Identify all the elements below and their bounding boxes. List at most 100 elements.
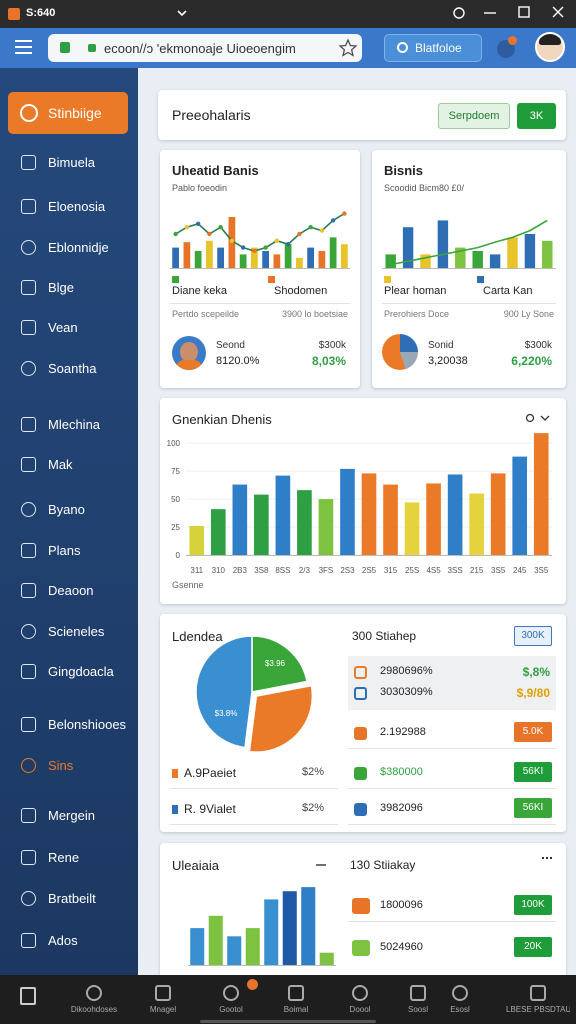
row-badge[interactable]: 56KI	[514, 798, 552, 818]
bar	[318, 499, 334, 555]
legend-label: Carta Kan	[483, 285, 533, 297]
nav-item[interactable]: Dikoohdoses	[62, 979, 126, 1021]
row-icon	[354, 727, 367, 740]
sidebar-item[interactable]: Blge	[0, 276, 138, 300]
bar	[275, 475, 291, 555]
sidebar-icon	[21, 155, 36, 170]
row-text: 3982096	[380, 802, 423, 814]
nav-item[interactable]: Doool	[328, 979, 392, 1021]
x-tick-label: 8SS	[275, 566, 290, 575]
sidebar-icon	[21, 933, 36, 948]
avatar[interactable]	[535, 32, 565, 62]
nav-icon	[452, 985, 468, 1001]
sidebar-label: Belonshiooes	[48, 717, 127, 732]
legend-label: R. 9Vialet	[184, 802, 236, 816]
sidebar-label: Stinbiige	[48, 105, 102, 121]
nav-home-icon[interactable]	[20, 987, 36, 1005]
sidebar-item[interactable]: Byano	[0, 498, 138, 522]
sidebar-item[interactable]: Mergein	[0, 804, 138, 828]
bar	[183, 242, 191, 268]
bar	[262, 251, 269, 268]
app-icon	[8, 8, 20, 20]
footer-text: 900 Ly Sone	[503, 309, 554, 319]
line-point	[184, 225, 190, 230]
line-point	[229, 238, 235, 243]
more-icon	[542, 857, 552, 867]
nav-label: Esosl	[450, 1005, 470, 1014]
filled-button[interactable]: 3K	[517, 103, 556, 129]
sidebar-icon	[21, 240, 36, 255]
bar	[329, 237, 337, 268]
bar	[251, 247, 258, 268]
nav-item[interactable]: Soosl	[386, 979, 450, 1021]
settings-icon	[525, 413, 535, 423]
sidebar-item[interactable]: Bratbeilt	[0, 887, 138, 911]
sidebar-item[interactable]: Bimuela	[0, 151, 138, 175]
row-badge[interactable]: 100K	[514, 895, 552, 915]
bar	[447, 474, 463, 555]
row-badge[interactable]: 20K	[514, 937, 552, 957]
sidebar-item[interactable]: Ados	[0, 929, 138, 953]
sidebar-item[interactable]: Gingdoacla	[0, 660, 138, 684]
legend-label: Plear homan	[384, 285, 447, 297]
sidebar-item[interactable]: Mak	[0, 453, 138, 477]
row-badge[interactable]: 56KI	[514, 762, 552, 782]
sidebar-label: Mergein	[48, 808, 95, 823]
sidebar-item[interactable]: Eloenosia	[0, 195, 138, 219]
sidebar-item[interactable]: Mlechina	[0, 413, 138, 437]
y-tick-label: 0	[176, 551, 181, 560]
nav-item[interactable]: Boimal	[264, 979, 328, 1021]
bar	[489, 254, 501, 268]
stat-change: 6,220%	[511, 354, 552, 368]
card-subtitle: Pablo foeodin	[172, 183, 228, 193]
sidebar-label: Soantha	[48, 361, 97, 376]
search-button[interactable]: Blatfoloe	[384, 34, 482, 62]
nav-item[interactable]: Esosl	[428, 979, 492, 1021]
x-tick-label: 315	[384, 566, 398, 575]
divider	[170, 303, 350, 304]
sidebar-item[interactable]: Eblonnidje	[0, 236, 138, 260]
sidebar-item[interactable]: Rene	[0, 846, 138, 870]
sidebar-item[interactable]: Soantha	[0, 357, 138, 381]
sidebar-label: Deaoon	[48, 583, 94, 598]
nav-item[interactable]: LBESE PBSDTAUN	[506, 979, 570, 1021]
sidebar-label: Plans	[48, 543, 81, 558]
sidebar-item[interactable]: Sins	[0, 754, 138, 778]
legend-swatch	[172, 805, 178, 814]
divider	[170, 824, 338, 825]
nav-item[interactable]: Gootol	[199, 979, 263, 1021]
sidebar-item[interactable]: Scieneles	[0, 620, 138, 644]
y-tick-label: 75	[171, 467, 180, 476]
chart	[338, 38, 358, 57]
outline-button[interactable]: Serpdoem	[438, 103, 510, 129]
x-tick-label: 311	[190, 566, 203, 575]
sidebar-item-active[interactable]: Stinbiige	[8, 92, 128, 134]
sidebar-label: Gingdoacla	[48, 664, 114, 679]
bar	[296, 257, 303, 268]
sidebar-item[interactable]: Vean	[0, 316, 138, 340]
sidebar-label: Scieneles	[48, 624, 105, 639]
summary-card: Uheatid Banis Pablo foeodin Diane keka Shod…	[160, 150, 360, 388]
row-badge[interactable]: 5.0K	[514, 722, 552, 742]
y-tick-label: 100	[167, 439, 181, 448]
nav-item[interactable]: Mnagel	[131, 979, 195, 1021]
stat-right: $300k	[524, 340, 552, 351]
star-icon	[338, 38, 358, 57]
sidebar-item[interactable]: Plans	[0, 539, 138, 563]
bar	[307, 247, 314, 268]
footer-text: 3900 lo boetsiae	[281, 309, 348, 319]
url-field[interactable]: ecoon//ɔ 'ekmonoaje Uioeoengim	[48, 34, 362, 62]
maximize-icon	[518, 6, 530, 18]
sidebar-icon	[21, 664, 36, 679]
footer-text: Prerohiers Doce	[384, 309, 450, 319]
bar	[284, 244, 292, 268]
sidebar-label: Eblonnidje	[48, 240, 109, 255]
nav-label: Doool	[349, 1005, 371, 1014]
sidebar-icon	[21, 808, 36, 823]
list-badge[interactable]: 300K	[514, 626, 552, 646]
stat-value: 8120.0%	[216, 355, 260, 367]
sidebar-item[interactable]: Belonshiooes	[0, 713, 138, 737]
x-axis-label: Gsenne	[172, 580, 204, 590]
trend-line	[175, 212, 345, 252]
sidebar-item[interactable]: Deaoon	[0, 579, 138, 603]
